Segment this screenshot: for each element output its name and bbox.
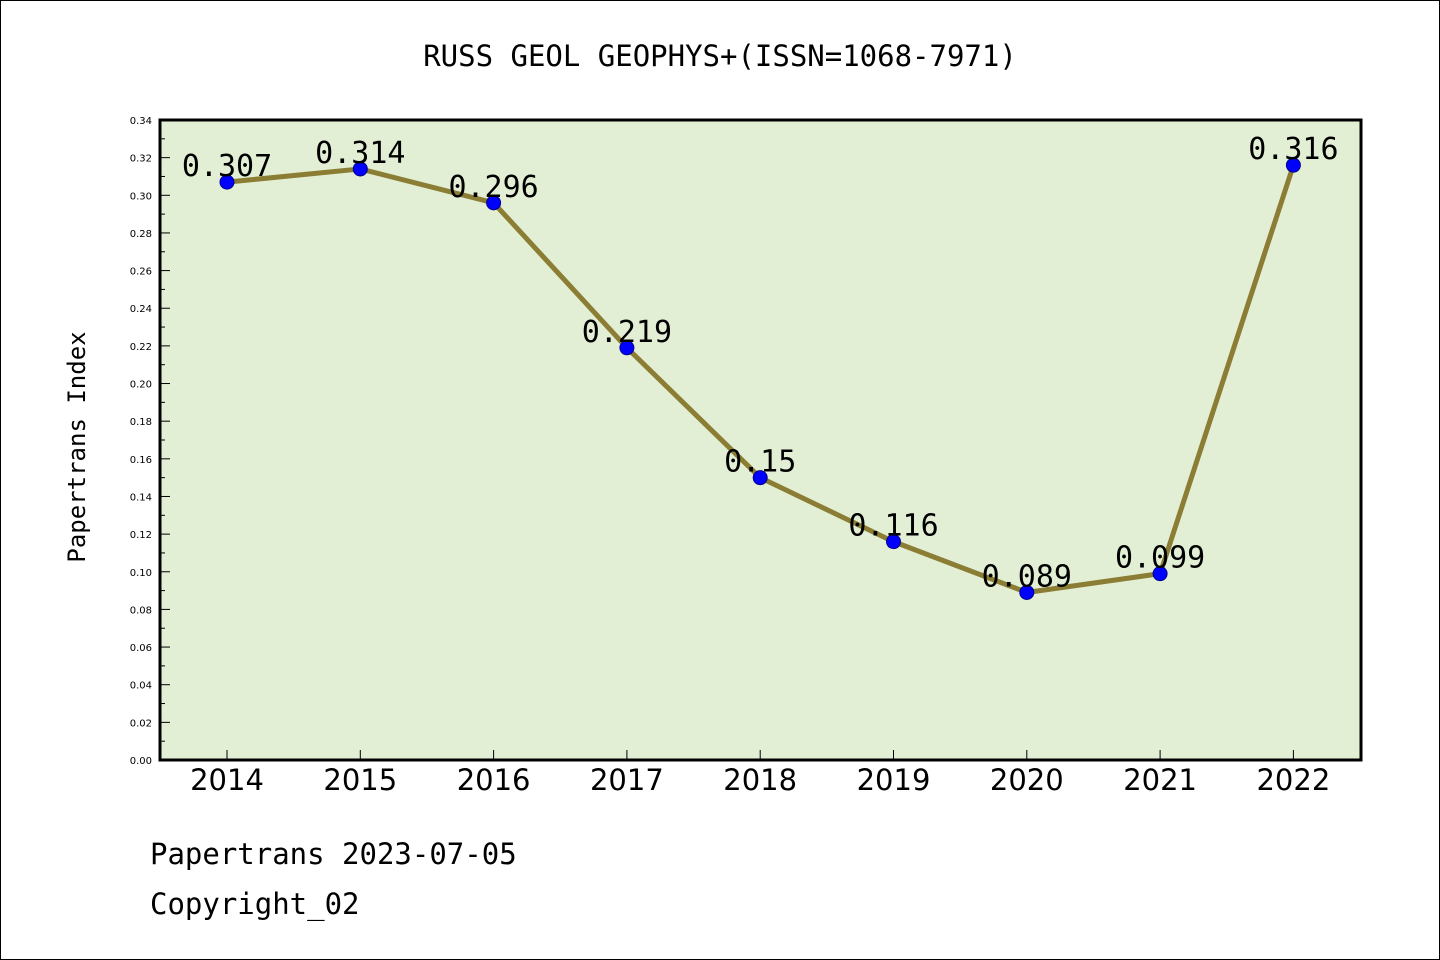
plot-border xyxy=(158,118,1363,762)
x-tick-label: 2015 xyxy=(323,763,397,797)
y-tick-label: 0.06 xyxy=(130,643,152,654)
data-point xyxy=(619,340,635,356)
footer-copyright: Copyright_02 xyxy=(150,887,360,922)
data-point xyxy=(886,534,901,550)
y-tick-label: 0.16 xyxy=(130,455,152,466)
plot-area xyxy=(160,120,1361,760)
y-axis: 0.00 0.02 0.04 0.06 0.08 0.10 0.12 0.14 0.16 0.18… xyxy=(130,116,170,767)
x-tick-label: 2021 xyxy=(1123,763,1197,797)
data-point xyxy=(1019,584,1035,600)
data-label: 0.099 xyxy=(1115,541,1205,576)
data-labels: 0.307 0.314 0.296 0.219 0.15 0.116 0.089 0.099 0… xyxy=(182,132,1339,594)
data-point xyxy=(752,470,768,486)
x-tick-label: 2014 xyxy=(190,763,264,797)
data-label: 0.116 xyxy=(848,509,938,544)
y-tick-label: 0.04 xyxy=(130,681,152,692)
data-point xyxy=(219,174,235,190)
y-tick-label: 0.30 xyxy=(130,191,152,202)
y-tick-label: 0.24 xyxy=(130,304,152,315)
y-tick-label: 0.20 xyxy=(130,380,152,391)
y-tick-label: 0.14 xyxy=(130,492,152,503)
x-tick-label: 2016 xyxy=(457,763,531,797)
y-tick-label: 0.00 xyxy=(130,756,152,767)
footer-date: Papertrans 2023-07-05 xyxy=(150,837,517,871)
data-label: 0.296 xyxy=(448,170,538,205)
y-tick-label: 0.02 xyxy=(130,718,152,729)
data-point xyxy=(486,195,502,211)
data-point xyxy=(352,161,368,177)
x-tick-label: 2019 xyxy=(857,763,931,797)
y-tick-label: 0.22 xyxy=(130,342,152,353)
y-tick-label: 0.10 xyxy=(130,568,152,579)
x-axis: 2014 2015 2016 2017 2018 2019 2020 2021 2022 xyxy=(190,750,1330,797)
y-tick-label: 0.12 xyxy=(130,530,152,541)
data-label: 0.307 xyxy=(182,149,272,184)
data-label: 0.15 xyxy=(724,445,796,480)
y-axis-label: Papertrans Index xyxy=(63,331,91,562)
y-tick-label: 0.32 xyxy=(130,154,152,165)
y-tick-label: 0.34 xyxy=(130,116,152,127)
data-point xyxy=(1285,157,1301,173)
data-label: 0.316 xyxy=(1248,132,1338,167)
data-label: 0.089 xyxy=(982,559,1072,594)
data-point xyxy=(1152,566,1168,582)
x-tick-label: 2022 xyxy=(1256,763,1330,797)
y-tick-label: 0.28 xyxy=(130,229,152,240)
chart-title: RUSS GEOL GEOPHYS+(ISSN=1068-7971) xyxy=(423,39,1017,73)
y-tick-label: 0.08 xyxy=(130,605,152,616)
y-tick-label: 0.26 xyxy=(130,267,152,278)
data-label: 0.314 xyxy=(315,136,405,171)
x-tick-label: 2018 xyxy=(723,763,797,797)
data-label: 0.219 xyxy=(582,315,672,350)
x-tick-label: 2020 xyxy=(990,763,1064,797)
y-tick-label: 0.18 xyxy=(130,417,152,428)
x-tick-label: 2017 xyxy=(590,763,664,797)
data-points xyxy=(219,157,1301,600)
